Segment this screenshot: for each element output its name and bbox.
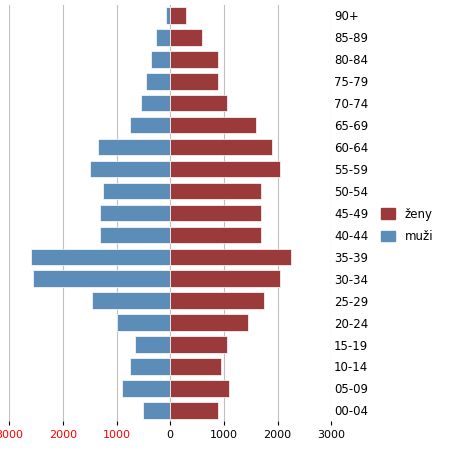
Bar (103, 183, 170, 199)
Bar (170, 117, 256, 133)
Bar (170, 336, 226, 353)
Bar (140, 95, 170, 111)
Bar (90, 161, 170, 177)
Bar (100, 205, 170, 221)
Bar (135, 336, 170, 353)
Bar (116, 314, 170, 331)
Bar (92, 293, 170, 309)
Bar (170, 183, 261, 199)
Bar (170, 29, 202, 46)
Bar (170, 314, 247, 331)
Bar (170, 293, 263, 309)
Bar (143, 402, 170, 419)
Bar (170, 270, 280, 287)
Bar (170, 380, 229, 397)
Bar (100, 226, 170, 243)
Bar (170, 358, 221, 375)
Bar (129, 358, 170, 375)
Bar (122, 380, 170, 397)
Bar (170, 51, 218, 67)
Bar (151, 51, 170, 67)
Bar (170, 249, 290, 265)
Bar (170, 73, 218, 90)
Bar (146, 73, 170, 90)
Bar (170, 205, 261, 221)
Bar (31, 249, 170, 265)
Bar (170, 226, 261, 243)
Bar (170, 7, 186, 24)
Bar (97, 139, 170, 155)
Legend: ženy, muži: ženy, muži (375, 203, 437, 248)
Bar (170, 95, 226, 111)
Bar (129, 117, 170, 133)
Bar (170, 139, 272, 155)
Bar (155, 29, 170, 46)
Bar (34, 270, 170, 287)
Bar (166, 7, 170, 24)
Bar (170, 161, 280, 177)
Bar (170, 402, 218, 419)
